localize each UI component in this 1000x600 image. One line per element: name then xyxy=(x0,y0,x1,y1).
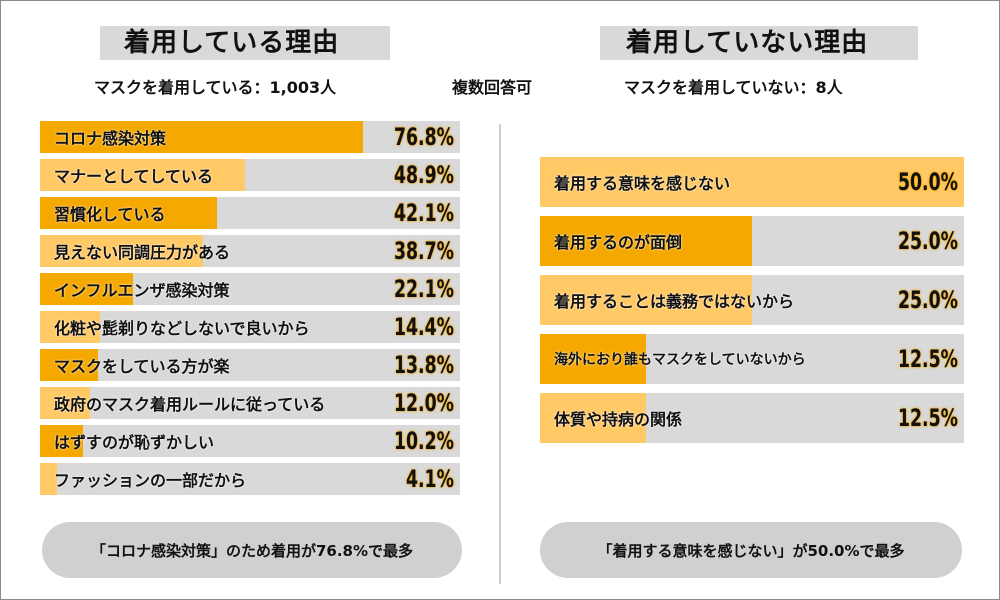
bar-category-label: 政府のマスク着用ルールに従っている xyxy=(54,395,326,414)
bar-category-label: インフルエンザ感染対策 xyxy=(54,281,230,300)
bar xyxy=(540,157,964,207)
bar-row: はずすのが恥ずかしい 10.2% xyxy=(40,425,460,457)
bar-row: 習慣化している 42.1% xyxy=(40,197,460,229)
multiple-answer-note: 複数回答可 xyxy=(452,78,533,97)
bar-category-label: 体質や持病の関係 xyxy=(554,410,683,429)
bar xyxy=(540,334,646,384)
center-divider xyxy=(499,124,501,584)
bar-category-label: 着用する意味を感じない xyxy=(554,174,731,193)
bar-value-label: 12.0% xyxy=(394,389,454,417)
bar-value-label: 13.8% xyxy=(394,351,454,379)
bar-row: 見えない同調圧力がある 38.7% xyxy=(40,235,460,267)
bar-value-label: 22.1% xyxy=(394,275,454,303)
bar-value-label: 10.2% xyxy=(394,427,454,455)
bar-category-label: 習慣化している xyxy=(54,205,166,224)
bar-row: コロナ感染対策 76.8% xyxy=(40,121,460,153)
bar-value-label: 38.7% xyxy=(394,237,454,265)
bar-row: 化粧や髭剃りなどしないで良いから 14.4% xyxy=(40,311,460,343)
bar-value-label: 25.0% xyxy=(898,286,958,314)
bar xyxy=(40,273,133,305)
bar-value-label: 25.0% xyxy=(898,227,958,255)
bar-track xyxy=(40,425,460,457)
bar-row: マスクをしている方が楽 13.8% xyxy=(40,349,460,381)
bar xyxy=(40,159,246,191)
bar-category-label: マナーとしてしている xyxy=(54,167,214,186)
bar-category-label: はずすのが恥ずかしい xyxy=(54,433,215,452)
bar-category-label: コロナ感染対策 xyxy=(54,129,167,148)
bar xyxy=(540,275,752,325)
bar xyxy=(40,463,58,495)
bar-row: 海外におり誰もマスクをしていないから 12.5% xyxy=(540,334,964,384)
left-summary-pill: 「コロナ感染対策」のため着用が76.8%で最多 xyxy=(42,522,462,578)
bar xyxy=(40,197,217,229)
bar-track xyxy=(40,387,460,419)
bar xyxy=(540,393,646,443)
left-respondent-count: マスクを着用している：1,003人 xyxy=(94,78,337,97)
bar-category-label: マスクをしている方が楽 xyxy=(54,357,230,376)
bar-row: インフルエンザ感染対策 22.1% xyxy=(40,273,460,305)
bar-category-label: ファッションの一部だから xyxy=(54,471,247,490)
bar xyxy=(40,349,98,381)
bar-row: 着用するのが面倒 25.0% xyxy=(540,216,964,266)
bar-category-label: 見えない同調圧力がある xyxy=(54,243,231,262)
bar-track xyxy=(40,311,460,343)
bar xyxy=(40,425,83,457)
bar-row: 着用する意味を感じない 50.0% xyxy=(540,157,964,207)
bar-value-label: 14.4% xyxy=(394,313,454,341)
bar xyxy=(540,216,752,266)
bar-track xyxy=(40,463,460,495)
left-title-background xyxy=(100,26,390,60)
bar-value-label: 12.5% xyxy=(898,404,958,432)
bar xyxy=(40,121,363,153)
bar-category-label: 海外におり誰もマスクをしていないから xyxy=(554,352,806,368)
bar-value-label: 4.1% xyxy=(406,465,454,493)
bar-row: 体質や持病の関係 12.5% xyxy=(540,393,964,443)
bar-track xyxy=(40,349,460,381)
bar-value-label: 42.1% xyxy=(394,199,454,227)
bar-category-label: 着用することは義務ではないから xyxy=(554,292,795,311)
bar-value-label: 48.9% xyxy=(394,161,454,189)
right-summary-pill: 「着用する意味を感じない」が50.0%で最多 xyxy=(540,522,962,578)
bar xyxy=(40,387,91,419)
right-title: 着用していない理由 xyxy=(626,28,869,58)
bar-row: 着用することは義務ではないから 25.0% xyxy=(540,275,964,325)
bar-row: マナーとしてしている 48.9% xyxy=(40,159,460,191)
bar xyxy=(40,311,101,343)
bar-row: ファッションの一部だから 4.1% xyxy=(40,463,460,495)
bar-value-label: 76.8% xyxy=(394,123,454,151)
right-title-background xyxy=(600,26,918,60)
bar-category-label: 化粧や髭剃りなどしないで良いから xyxy=(54,319,310,338)
bar-row: 政府のマスク着用ルールに従っている 12.0% xyxy=(40,387,460,419)
left-title: 着用している理由 xyxy=(124,28,340,58)
bar-value-label: 12.5% xyxy=(898,345,958,373)
right-respondent-count: マスクを着用していない：8人 xyxy=(624,78,843,97)
bar xyxy=(40,235,203,267)
bar-value-label: 50.0% xyxy=(898,168,958,196)
bar-category-label: 着用するのが面倒 xyxy=(554,233,683,252)
